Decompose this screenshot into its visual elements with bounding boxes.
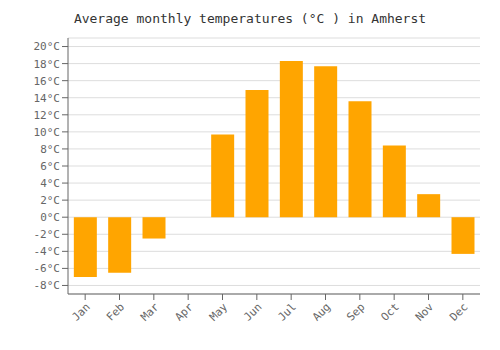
svg-text:12°C: 12°C bbox=[34, 109, 61, 122]
svg-text:20°C: 20°C bbox=[34, 40, 61, 53]
svg-text:14°C: 14°C bbox=[34, 92, 61, 105]
svg-text:Jul: Jul bbox=[276, 300, 299, 323]
svg-text:-2°C: -2°C bbox=[34, 228, 61, 241]
svg-text:Sep: Sep bbox=[344, 300, 367, 323]
svg-text:-4°C: -4°C bbox=[34, 245, 61, 258]
svg-text:8°C: 8°C bbox=[40, 143, 60, 156]
svg-text:4°C: 4°C bbox=[40, 177, 60, 190]
svg-text:May: May bbox=[207, 300, 231, 324]
svg-text:2°C: 2°C bbox=[40, 194, 60, 207]
svg-text:Nov: Nov bbox=[413, 300, 437, 324]
html-text:Average monthly temperatures (: Average monthly temperatures (°C ) in Am… bbox=[73, 11, 427, 26]
svg-text:6°C: 6°C bbox=[40, 160, 60, 173]
svg-text:Jan: Jan bbox=[70, 300, 93, 323]
svg-text:Mar: Mar bbox=[138, 300, 162, 324]
svg-text:0°C: 0°C bbox=[40, 211, 60, 224]
svg-text:-8°C: -8°C bbox=[34, 279, 61, 292]
svg-text:18°C: 18°C bbox=[34, 58, 61, 71]
svg-text:Feb: Feb bbox=[104, 300, 127, 323]
svg-text:-6°C: -6°C bbox=[34, 262, 61, 275]
svg-text:Dec: Dec bbox=[447, 300, 470, 323]
svg-text:Aug: Aug bbox=[310, 300, 333, 323]
svg-text:Apr: Apr bbox=[173, 300, 197, 324]
svg-text:16°C: 16°C bbox=[34, 75, 61, 88]
svg-text:Jun: Jun bbox=[241, 300, 264, 323]
svg-text:10°C: 10°C bbox=[34, 126, 61, 139]
svg-text:Oct: Oct bbox=[379, 300, 402, 323]
